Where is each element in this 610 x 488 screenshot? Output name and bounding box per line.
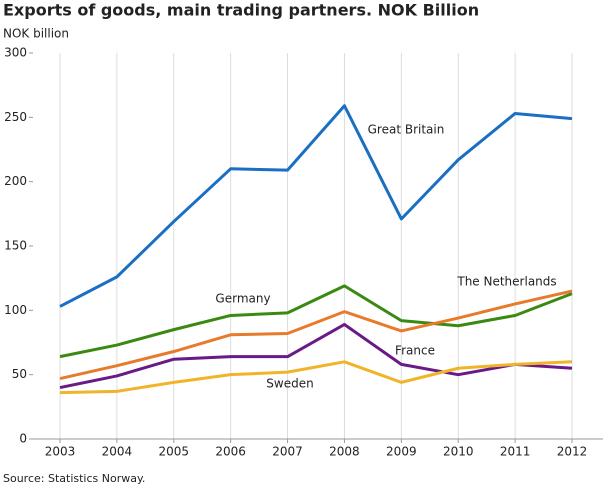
x-tick-label: 2007 (272, 445, 303, 459)
x-tick-label: 2010 (443, 445, 474, 459)
y-tick-label: 150 (4, 239, 27, 253)
series-label: Great Britain (368, 123, 445, 137)
y-tick-label: 300 (4, 46, 27, 60)
source: Source: Statistics Norway. (3, 472, 145, 485)
y-axis-label: NOK billion (3, 27, 69, 41)
x-tick-label: 2011 (500, 445, 531, 459)
y-tick-label: 100 (4, 303, 27, 317)
x-tick-label: 2008 (329, 445, 360, 459)
series-line (59, 360, 573, 395)
y-tick-label: 50 (12, 367, 27, 381)
series-label: Sweden (266, 377, 313, 391)
x-tick-label: 2003 (45, 445, 76, 459)
series-label: The Netherlands (456, 275, 556, 289)
chart-title: Exports of goods, main trading partners.… (3, 1, 479, 20)
x-tick-label: 2004 (102, 445, 133, 459)
x-tick-label: 2009 (386, 445, 417, 459)
series-line (59, 104, 573, 308)
series-line (59, 284, 573, 359)
series-line (59, 289, 573, 380)
series-label: France (395, 344, 435, 358)
x-tick-label: 2005 (159, 445, 190, 459)
x-tick-label: 2006 (215, 445, 246, 459)
y-tick-label: 200 (4, 174, 27, 188)
y-tick-label: 250 (4, 110, 27, 124)
series-line (59, 322, 573, 390)
y-tick-label: 0 (19, 432, 27, 446)
series-label: Germany (215, 292, 270, 306)
x-tick-label: 2012 (557, 445, 588, 459)
